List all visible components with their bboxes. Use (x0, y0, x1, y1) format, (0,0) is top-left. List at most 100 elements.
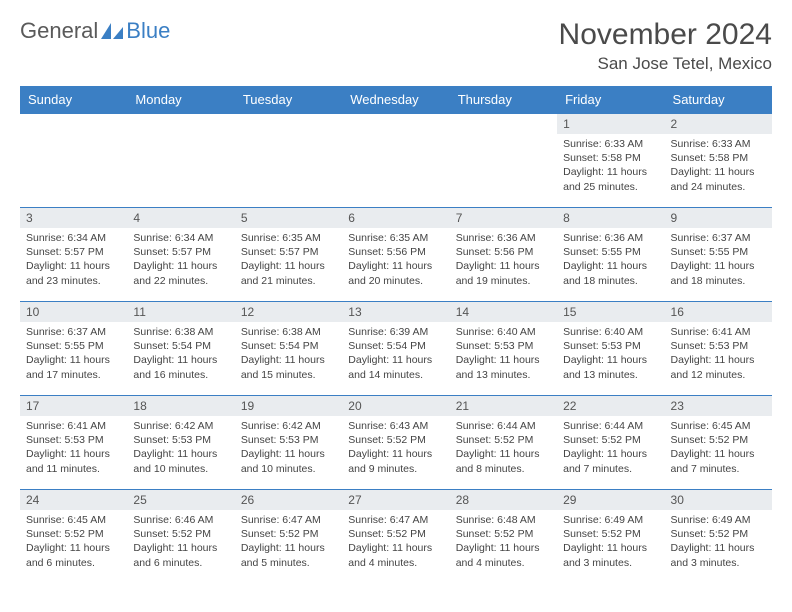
calendar-day-cell (235, 114, 342, 208)
day-info: Sunrise: 6:33 AMSunset: 5:58 PMDaylight:… (557, 134, 664, 198)
day-number: 18 (127, 396, 234, 416)
day-info: Sunrise: 6:44 AMSunset: 5:52 PMDaylight:… (450, 416, 557, 480)
day-info: Sunrise: 6:49 AMSunset: 5:52 PMDaylight:… (665, 510, 772, 574)
calendar-day-cell: 28Sunrise: 6:48 AMSunset: 5:52 PMDayligh… (450, 490, 557, 584)
calendar-day-cell: 17Sunrise: 6:41 AMSunset: 5:53 PMDayligh… (20, 396, 127, 490)
calendar-day-cell: 27Sunrise: 6:47 AMSunset: 5:52 PMDayligh… (342, 490, 449, 584)
day-info: Sunrise: 6:33 AMSunset: 5:58 PMDaylight:… (665, 134, 772, 198)
title-block: November 2024 San Jose Tetel, Mexico (559, 18, 772, 74)
calendar-day-cell: 15Sunrise: 6:40 AMSunset: 5:53 PMDayligh… (557, 302, 664, 396)
calendar-week-row: 10Sunrise: 6:37 AMSunset: 5:55 PMDayligh… (20, 302, 772, 396)
day-number: 25 (127, 490, 234, 510)
calendar-day-cell: 8Sunrise: 6:36 AMSunset: 5:55 PMDaylight… (557, 208, 664, 302)
day-number: 3 (20, 208, 127, 228)
calendar-week-row: 24Sunrise: 6:45 AMSunset: 5:52 PMDayligh… (20, 490, 772, 584)
calendar-day-cell: 30Sunrise: 6:49 AMSunset: 5:52 PMDayligh… (665, 490, 772, 584)
day-number: 11 (127, 302, 234, 322)
day-header: Saturday (665, 86, 772, 114)
day-number: 30 (665, 490, 772, 510)
day-number: 6 (342, 208, 449, 228)
calendar-day-cell: 2Sunrise: 6:33 AMSunset: 5:58 PMDaylight… (665, 114, 772, 208)
day-number: 1 (557, 114, 664, 134)
calendar-day-cell: 22Sunrise: 6:44 AMSunset: 5:52 PMDayligh… (557, 396, 664, 490)
page-title: November 2024 (559, 18, 772, 52)
calendar-day-cell: 14Sunrise: 6:40 AMSunset: 5:53 PMDayligh… (450, 302, 557, 396)
day-number: 10 (20, 302, 127, 322)
calendar-day-cell: 1Sunrise: 6:33 AMSunset: 5:58 PMDaylight… (557, 114, 664, 208)
calendar-day-cell: 3Sunrise: 6:34 AMSunset: 5:57 PMDaylight… (20, 208, 127, 302)
sail-icon (101, 23, 123, 39)
day-info: Sunrise: 6:37 AMSunset: 5:55 PMDaylight:… (20, 322, 127, 386)
day-number: 28 (450, 490, 557, 510)
day-number: 20 (342, 396, 449, 416)
calendar-week-row: 1Sunrise: 6:33 AMSunset: 5:58 PMDaylight… (20, 114, 772, 208)
brand-text-1: General (20, 18, 98, 44)
day-header: Monday (127, 86, 234, 114)
day-info: Sunrise: 6:34 AMSunset: 5:57 PMDaylight:… (20, 228, 127, 292)
calendar-day-cell: 26Sunrise: 6:47 AMSunset: 5:52 PMDayligh… (235, 490, 342, 584)
day-header: Wednesday (342, 86, 449, 114)
calendar-table: SundayMondayTuesdayWednesdayThursdayFrid… (20, 86, 772, 584)
calendar-day-cell: 18Sunrise: 6:42 AMSunset: 5:53 PMDayligh… (127, 396, 234, 490)
calendar-day-cell: 23Sunrise: 6:45 AMSunset: 5:52 PMDayligh… (665, 396, 772, 490)
calendar-day-cell (20, 114, 127, 208)
day-info: Sunrise: 6:48 AMSunset: 5:52 PMDaylight:… (450, 510, 557, 574)
day-info: Sunrise: 6:40 AMSunset: 5:53 PMDaylight:… (557, 322, 664, 386)
calendar-week-row: 17Sunrise: 6:41 AMSunset: 5:53 PMDayligh… (20, 396, 772, 490)
day-number: 21 (450, 396, 557, 416)
calendar-day-cell: 6Sunrise: 6:35 AMSunset: 5:56 PMDaylight… (342, 208, 449, 302)
day-number: 9 (665, 208, 772, 228)
day-info: Sunrise: 6:49 AMSunset: 5:52 PMDaylight:… (557, 510, 664, 574)
day-number: 15 (557, 302, 664, 322)
day-header: Friday (557, 86, 664, 114)
day-header: Tuesday (235, 86, 342, 114)
day-info: Sunrise: 6:36 AMSunset: 5:56 PMDaylight:… (450, 228, 557, 292)
calendar-day-cell: 25Sunrise: 6:46 AMSunset: 5:52 PMDayligh… (127, 490, 234, 584)
day-info: Sunrise: 6:34 AMSunset: 5:57 PMDaylight:… (127, 228, 234, 292)
calendar-day-cell (450, 114, 557, 208)
day-info: Sunrise: 6:36 AMSunset: 5:55 PMDaylight:… (557, 228, 664, 292)
day-number: 22 (557, 396, 664, 416)
location-text: San Jose Tetel, Mexico (559, 54, 772, 74)
day-info: Sunrise: 6:42 AMSunset: 5:53 PMDaylight:… (235, 416, 342, 480)
day-info: Sunrise: 6:47 AMSunset: 5:52 PMDaylight:… (235, 510, 342, 574)
day-info: Sunrise: 6:47 AMSunset: 5:52 PMDaylight:… (342, 510, 449, 574)
day-number: 2 (665, 114, 772, 134)
calendar-day-cell: 11Sunrise: 6:38 AMSunset: 5:54 PMDayligh… (127, 302, 234, 396)
day-header-row: SundayMondayTuesdayWednesdayThursdayFrid… (20, 86, 772, 114)
day-number: 29 (557, 490, 664, 510)
day-info: Sunrise: 6:35 AMSunset: 5:57 PMDaylight:… (235, 228, 342, 292)
calendar-day-cell: 10Sunrise: 6:37 AMSunset: 5:55 PMDayligh… (20, 302, 127, 396)
day-info: Sunrise: 6:41 AMSunset: 5:53 PMDaylight:… (20, 416, 127, 480)
day-info: Sunrise: 6:42 AMSunset: 5:53 PMDaylight:… (127, 416, 234, 480)
calendar-day-cell: 12Sunrise: 6:38 AMSunset: 5:54 PMDayligh… (235, 302, 342, 396)
day-number: 23 (665, 396, 772, 416)
day-number: 24 (20, 490, 127, 510)
calendar-day-cell: 4Sunrise: 6:34 AMSunset: 5:57 PMDaylight… (127, 208, 234, 302)
day-number: 19 (235, 396, 342, 416)
day-info: Sunrise: 6:40 AMSunset: 5:53 PMDaylight:… (450, 322, 557, 386)
day-header: Thursday (450, 86, 557, 114)
day-info: Sunrise: 6:45 AMSunset: 5:52 PMDaylight:… (20, 510, 127, 574)
day-number: 14 (450, 302, 557, 322)
day-info: Sunrise: 6:45 AMSunset: 5:52 PMDaylight:… (665, 416, 772, 480)
day-info: Sunrise: 6:43 AMSunset: 5:52 PMDaylight:… (342, 416, 449, 480)
header: General Blue November 2024 San Jose Tete… (20, 18, 772, 74)
calendar-day-cell: 21Sunrise: 6:44 AMSunset: 5:52 PMDayligh… (450, 396, 557, 490)
day-number: 16 (665, 302, 772, 322)
day-number: 27 (342, 490, 449, 510)
day-number: 13 (342, 302, 449, 322)
brand-logo: General Blue (20, 18, 170, 44)
calendar-day-cell: 29Sunrise: 6:49 AMSunset: 5:52 PMDayligh… (557, 490, 664, 584)
day-number: 8 (557, 208, 664, 228)
calendar-day-cell: 7Sunrise: 6:36 AMSunset: 5:56 PMDaylight… (450, 208, 557, 302)
day-info: Sunrise: 6:41 AMSunset: 5:53 PMDaylight:… (665, 322, 772, 386)
day-number: 7 (450, 208, 557, 228)
day-info: Sunrise: 6:38 AMSunset: 5:54 PMDaylight:… (127, 322, 234, 386)
day-info: Sunrise: 6:38 AMSunset: 5:54 PMDaylight:… (235, 322, 342, 386)
day-info: Sunrise: 6:39 AMSunset: 5:54 PMDaylight:… (342, 322, 449, 386)
day-number: 4 (127, 208, 234, 228)
calendar-day-cell: 24Sunrise: 6:45 AMSunset: 5:52 PMDayligh… (20, 490, 127, 584)
day-number: 17 (20, 396, 127, 416)
calendar-day-cell: 9Sunrise: 6:37 AMSunset: 5:55 PMDaylight… (665, 208, 772, 302)
